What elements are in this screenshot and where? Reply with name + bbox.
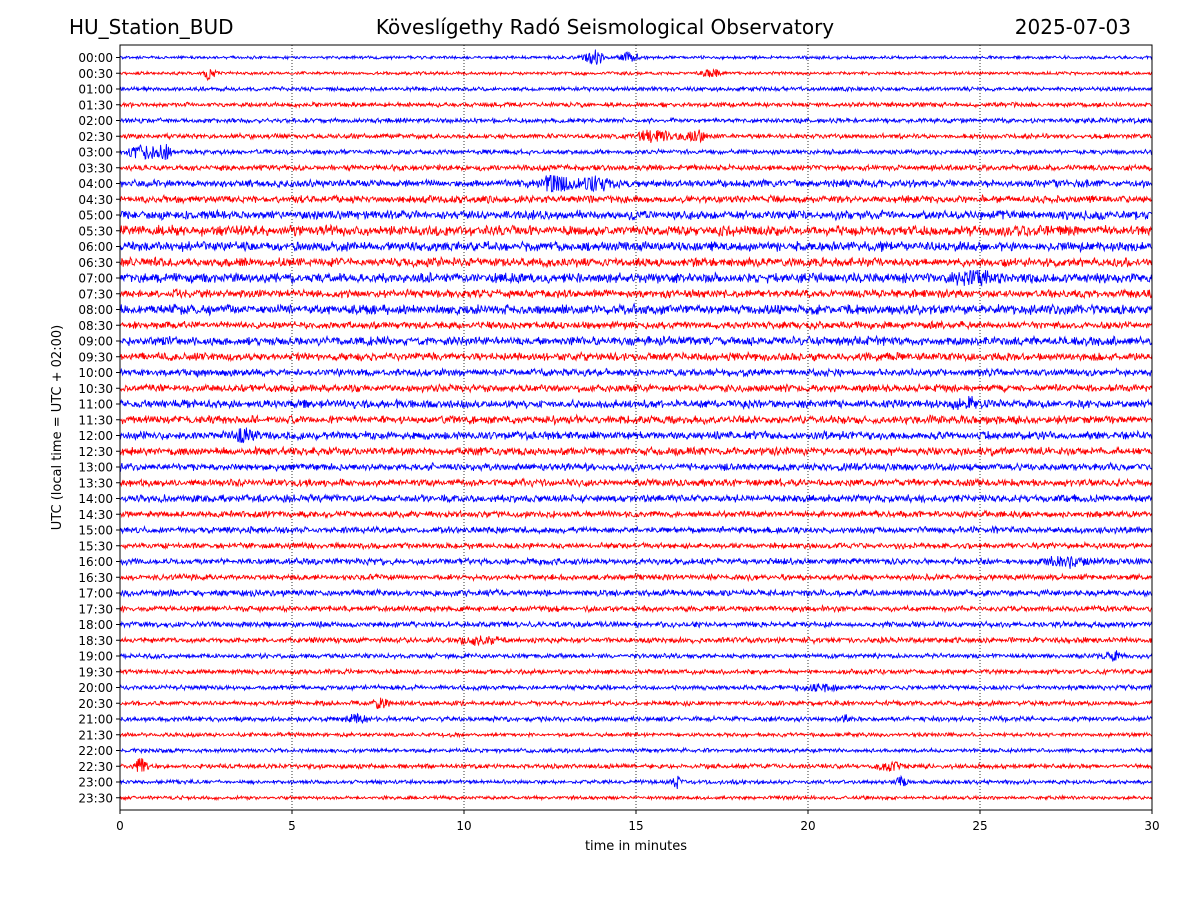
trace-2130 (119, 730, 1153, 739)
trace-0930 (119, 350, 1153, 363)
y-tick-label: 11:30 (78, 413, 113, 427)
x-tick-label: 5 (288, 819, 296, 833)
y-tick-label: 13:30 (78, 476, 113, 490)
y-tick-label: 23:30 (78, 791, 113, 805)
y-tick-label: 12:30 (78, 445, 113, 459)
trace-1630 (119, 572, 1153, 583)
x-tick-layer: 0 5 10 15 20 25 30 (116, 810, 1160, 833)
y-tick-label: 20:00 (78, 681, 113, 695)
y-tick-label: 04:00 (78, 177, 113, 191)
trace-1330 (119, 477, 1153, 489)
y-tick-label: 07:30 (78, 287, 113, 301)
y-tick-label: 07:00 (78, 272, 113, 286)
y-tick-label: 06:00 (78, 240, 113, 254)
trace-2100 (119, 712, 1153, 724)
trace-1530 (119, 540, 1153, 551)
y-tick-label: 15:00 (78, 524, 113, 538)
y-tick-label: 14:30 (78, 508, 113, 522)
y-tick-label: 03:00 (78, 146, 113, 160)
x-tick-label: 25 (972, 819, 987, 833)
trace-1300 (119, 461, 1153, 473)
y-tick-label: 00:30 (78, 67, 113, 81)
trace-0300 (119, 143, 1153, 160)
y-tick-label: 01:00 (78, 83, 113, 97)
y-tick-label: 01:30 (78, 98, 113, 112)
y-tick-label: 18:00 (78, 618, 113, 632)
x-tick-label: 20 (800, 819, 815, 833)
y-tick-label: 10:00 (78, 366, 113, 380)
y-tick-label: 10:30 (78, 382, 113, 396)
x-tick-label: 10 (456, 819, 471, 833)
y-axis-label: UTC (local time = UTC + 02:00) (50, 325, 65, 530)
y-tick-label: 22:00 (78, 744, 113, 758)
y-tick-label: 12:00 (78, 429, 113, 443)
x-axis-label: time in minutes (585, 839, 687, 854)
y-tick-label: 22:30 (78, 760, 113, 774)
y-tick-label: 19:30 (78, 665, 113, 679)
trace-0230 (119, 129, 1153, 144)
y-tick-label: 23:00 (78, 776, 113, 790)
y-tick-label: 00:00 (78, 51, 113, 65)
y-tick-label: 21:30 (78, 728, 113, 742)
y-tick-label: 13:00 (78, 461, 113, 475)
trace-0900 (119, 334, 1153, 348)
trace-0430 (119, 193, 1153, 205)
y-tick-label: 05:30 (78, 224, 113, 238)
y-tick-label: 08:00 (78, 303, 113, 317)
y-tick-label: 08:30 (78, 319, 113, 333)
y-tick-label: 19:00 (78, 650, 113, 664)
y-tick-label: 17:00 (78, 587, 113, 601)
x-tick-label: 0 (116, 819, 124, 833)
trace-1830 (119, 635, 1153, 647)
y-tick-label: 17:30 (78, 602, 113, 616)
x-tick-label: 15 (628, 819, 643, 833)
trace-1230 (119, 445, 1153, 458)
y-tick-label: 11:00 (78, 398, 113, 412)
grid-layer (291, 45, 981, 810)
y-tick-label: 04:30 (78, 193, 113, 207)
trace-1930 (119, 667, 1153, 677)
y-tick-label: 05:00 (78, 209, 113, 223)
trace-0500 (119, 208, 1152, 222)
y-tick-label: 09:30 (78, 350, 113, 364)
y-tick-label: 14:00 (78, 492, 113, 506)
trace-0000 (119, 49, 1153, 65)
y-tick-label: 18:30 (78, 634, 113, 648)
trace-0330 (119, 162, 1153, 173)
trace-1700 (119, 587, 1153, 598)
y-tick-label: 09:00 (78, 335, 113, 349)
y-tick-label: 06:30 (78, 256, 113, 270)
date-title: 2025-07-03 (1014, 15, 1131, 39)
y-tick-label: 16:30 (78, 571, 113, 585)
trace-0700 (119, 269, 1153, 287)
x-tick-label: 30 (1144, 819, 1159, 833)
y-tick-label: 20:30 (78, 697, 113, 711)
y-tick-label: 03:30 (78, 161, 113, 175)
trace-1030 (119, 382, 1153, 394)
observatory-title: Köveslígethy Radó Seismological Observat… (375, 15, 835, 39)
trace-1500 (119, 525, 1153, 535)
y-tick-label: 02:30 (78, 130, 113, 144)
y-tick-label: 21:00 (78, 713, 113, 727)
y-tick-label: 02:00 (78, 114, 113, 128)
y-tick-label: 16:00 (78, 555, 113, 569)
trace-2330 (119, 794, 1153, 802)
y-tick-label: 15:30 (78, 539, 113, 553)
trace-2230 (119, 758, 1153, 772)
station-title: HU_Station_BUD (69, 15, 234, 39)
